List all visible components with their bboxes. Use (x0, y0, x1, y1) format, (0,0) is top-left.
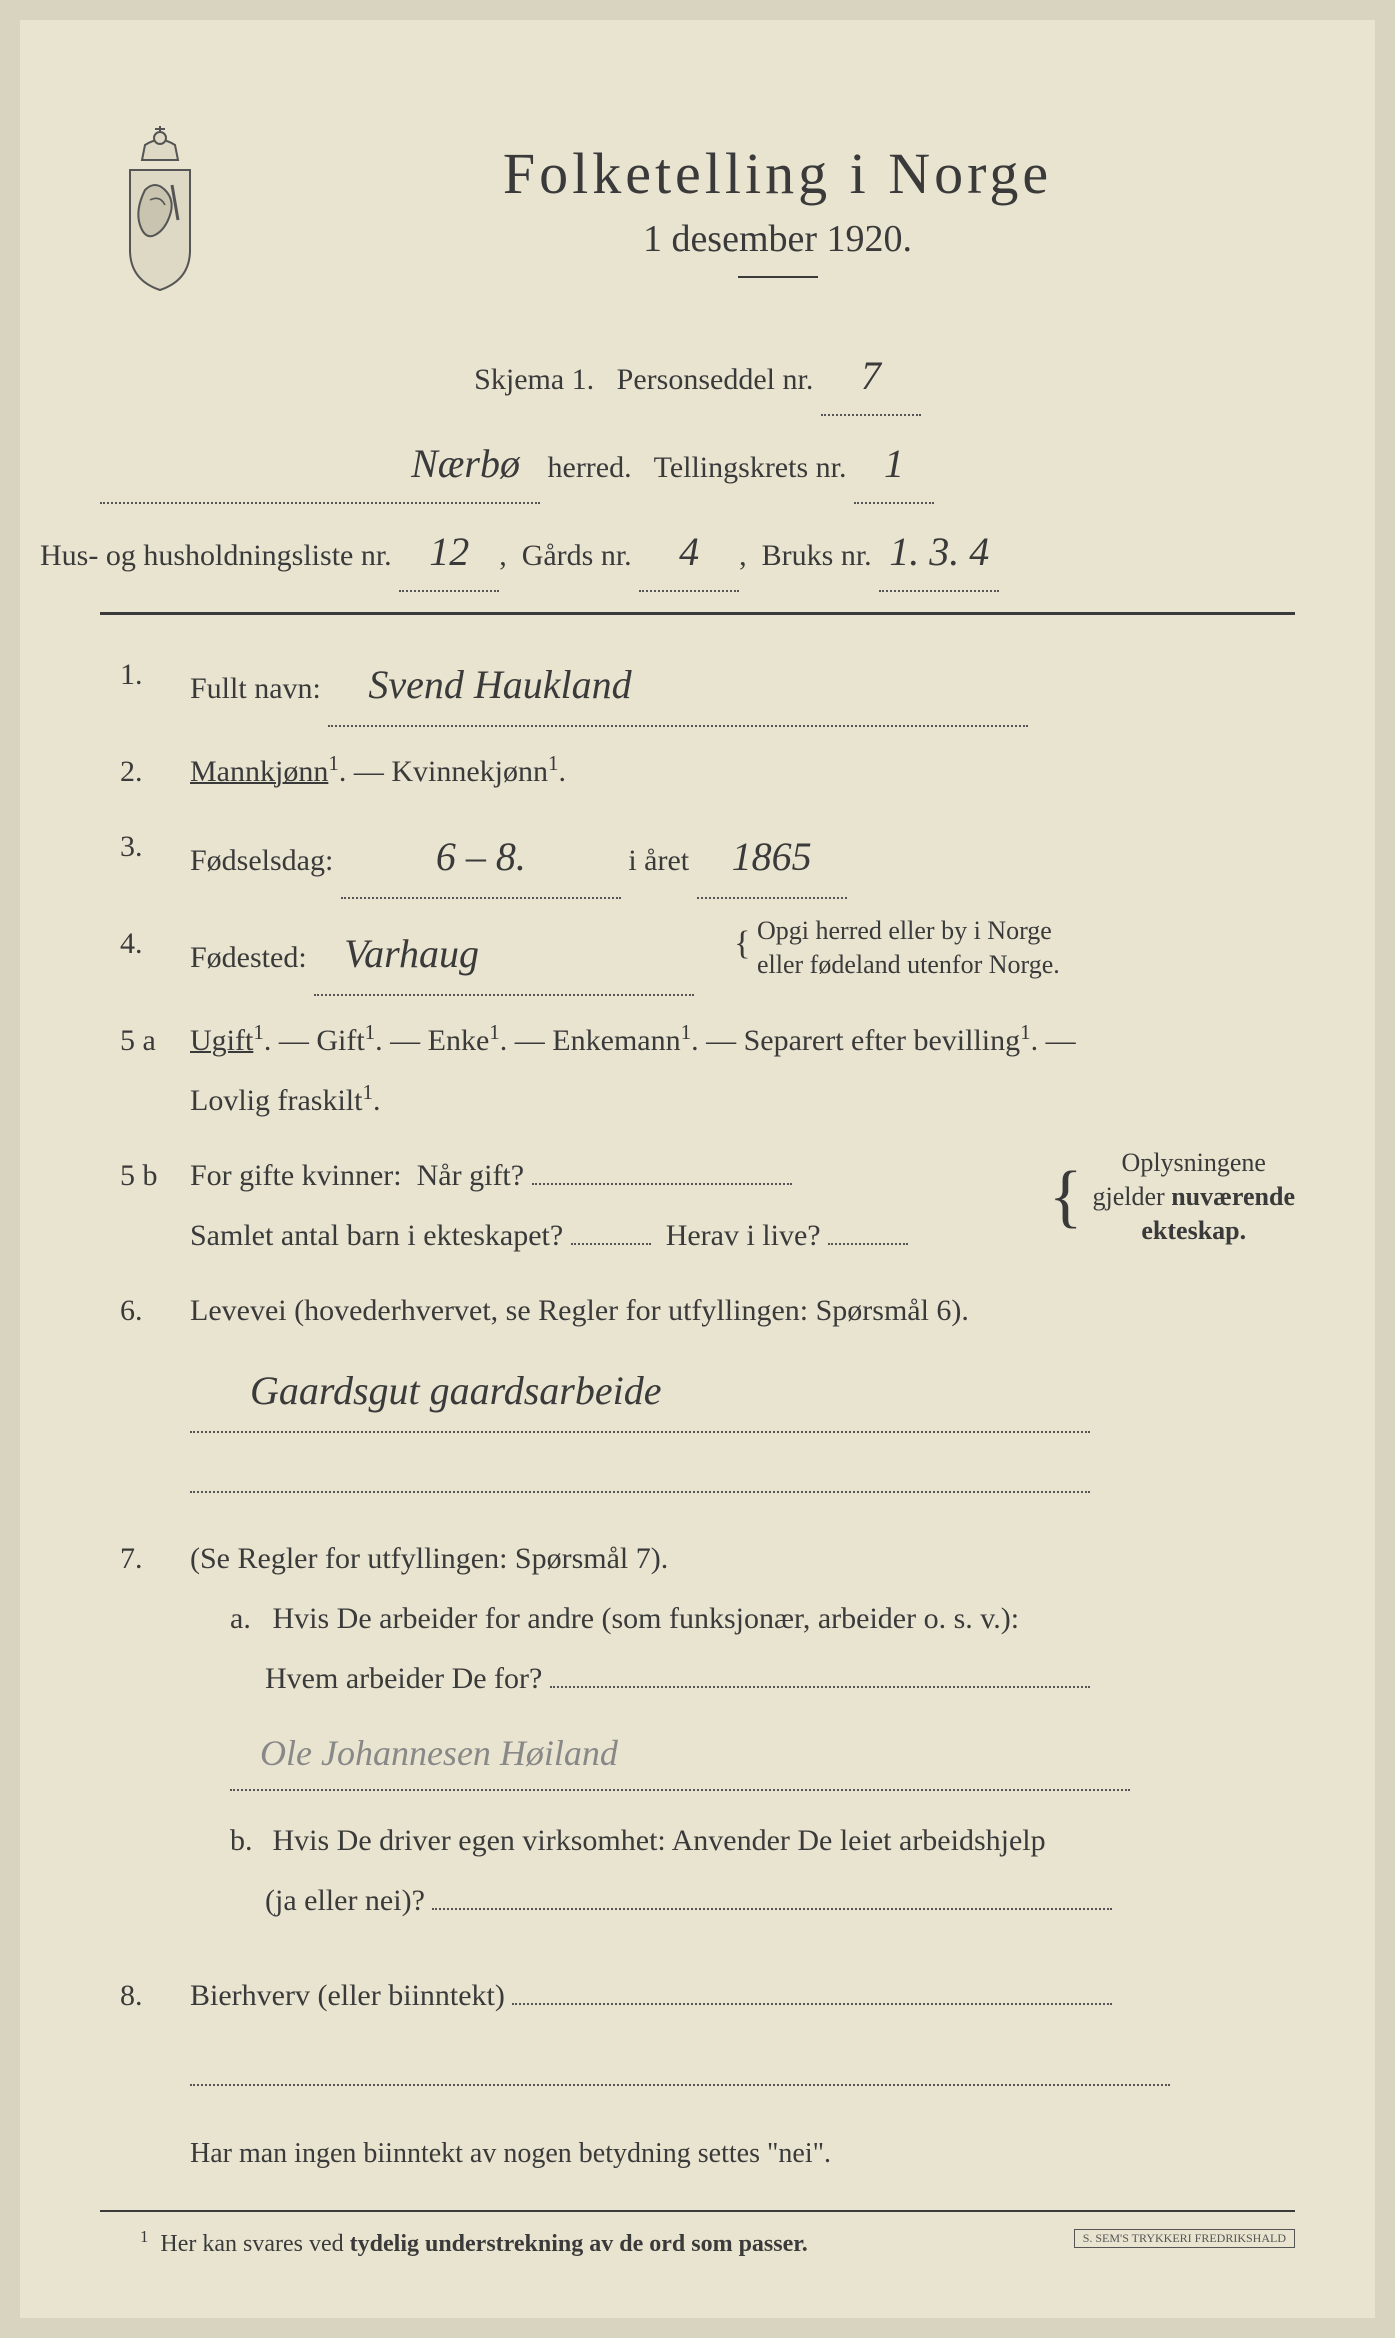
q7a-text2: Hvem arbeider De for? (265, 1662, 542, 1695)
q7-label: (Se Regler for utfyllingen: Spørsmål 7). (190, 1542, 668, 1575)
q7a-blank (550, 1686, 1090, 1688)
q5a-num: 5 a (120, 1011, 170, 1131)
question-8: 8. Bierhverv (eller biinntekt) (120, 1966, 1295, 2107)
q1-value: Svend Haukland (328, 645, 1028, 727)
herred-label: herred. (548, 451, 632, 484)
q5a-separert: Separert efter bevilling (744, 1024, 1021, 1057)
question-3: 3. Fødselsdag: 6 – 8. i året 1865 (120, 817, 1295, 899)
q8-label: Bierhverv (eller biinntekt) (190, 1979, 505, 2012)
husliste-label: Hus- og husholdningsliste nr. (40, 539, 392, 572)
q3-year-label: i året (628, 844, 689, 877)
title-block: Folketelling i Norge 1 desember 1920. (260, 120, 1295, 318)
q3-year: 1865 (697, 817, 847, 899)
q2-kvinnekjonn: Kvinnekjønn (391, 755, 548, 788)
question-1: 1. Fullt navn: Svend Haukland (120, 645, 1295, 727)
q5a-fraskilt: Lovlig fraskilt (190, 1084, 362, 1117)
bruks-value: 1. 3. 4 (879, 514, 999, 592)
personseddel-value: 7 (821, 338, 921, 416)
q4-label: Fødested: (190, 941, 307, 974)
q5b-note2: gjelder nuværende (1093, 1182, 1295, 1211)
bruks-label: Bruks nr. (762, 539, 872, 572)
header: Folketelling i Norge 1 desember 1920. (100, 120, 1295, 318)
husliste-line: Hus- og husholdningsliste nr. 12, Gårds … (40, 514, 1295, 592)
q5b-note3: ekteskap. (1141, 1216, 1246, 1245)
q5a-enke: Enke (428, 1024, 490, 1057)
census-form-page: Folketelling i Norge 1 desember 1920. Sk… (20, 20, 1375, 2318)
section-divider (100, 612, 1295, 615)
main-title: Folketelling i Norge (260, 140, 1295, 207)
q5b-herav-value (828, 1243, 908, 1245)
q5a-enkemann: Enkemann (552, 1024, 680, 1057)
q5a-ugift: Ugift (190, 1024, 253, 1057)
q6-num: 6. (120, 1281, 170, 1514)
herred-line: Nærbø herred. Tellingskrets nr. 1 (100, 426, 1295, 504)
q5b-note1: Oplysningene (1122, 1148, 1266, 1177)
question-7: 7. (Se Regler for utfyllingen: Spørsmål … (120, 1529, 1295, 1951)
q5b-nargift: Når gift? (417, 1159, 524, 1192)
gards-label: Gårds nr. (522, 539, 632, 572)
q7a: a. Hvis De arbeider for andre (som funks… (230, 1589, 1295, 1791)
q4-note-line2: eller fødeland utenfor Norge. (757, 950, 1060, 979)
q5b-label: For gifte kvinner: (190, 1159, 402, 1192)
skjema-label: Skjema 1. (474, 363, 594, 396)
q1-label: Fullt navn: (190, 672, 321, 705)
tellingskrets-label: Tellingskrets nr. (654, 451, 847, 484)
title-divider (738, 276, 818, 278)
q5b-barn-value (571, 1243, 651, 1245)
coat-of-arms-icon (100, 120, 220, 300)
q7b-text2: (ja eller nei)? (265, 1884, 425, 1917)
footnote-num: 1 (140, 2227, 148, 2246)
q7b: b. Hvis De driver egen virksomhet: Anven… (230, 1811, 1295, 1931)
q5b-side-note: { Oplysningene gjelder nuværende ekteska… (1049, 1146, 1295, 1247)
q5b-num: 5 b (120, 1146, 170, 1266)
q5b-nargift-value (532, 1183, 792, 1185)
q6-blank-line (190, 1453, 1090, 1493)
q1-num: 1. (120, 645, 170, 727)
printer-mark: S. SEM'S TRYKKERI FREDRIKSHALD (1074, 2229, 1295, 2248)
q8-blank2 (190, 2046, 1170, 2086)
husliste-value: 12 (399, 514, 499, 592)
q7a-value: Ole Johannesen Høiland (230, 1717, 1130, 1791)
tellingskrets-value: 1 (854, 426, 934, 504)
q7b-text1: Hvis De driver egen virksomhet: Anvender… (273, 1824, 1046, 1857)
q5a-gift: Gift (316, 1024, 364, 1057)
q4-note: { Opgi herred eller by i Norge eller fød… (734, 914, 1060, 982)
q7a-text1: Hvis De arbeider for andre (som funksjon… (273, 1602, 1020, 1635)
q6-value: Gaardsgut gaardsarbeide (190, 1351, 1090, 1433)
q2-mannkjonn: Mannkjønn (190, 755, 328, 788)
q8-num: 8. (120, 1966, 170, 2107)
q8-blank (512, 2003, 1112, 2005)
q7a-label: a. (230, 1589, 265, 1649)
question-2: 2. Mannkjønn1. — Kvinnekjønn1. (120, 742, 1295, 802)
subtitle: 1 desember 1920. (260, 217, 1295, 261)
q4-value: Varhaug (314, 914, 694, 996)
question-list: 1. Fullt navn: Svend Haukland 2. Mannkjø… (100, 645, 1295, 2180)
q7b-label: b. (230, 1811, 265, 1871)
q4-note-line1: Opgi herred eller by i Norge (757, 916, 1052, 945)
question-5a: 5 a Ugift1. — Gift1. — Enke1. — Enkemann… (120, 1011, 1295, 1131)
footnote-text: Her kan svares ved tydelig understreknin… (160, 2231, 807, 2257)
gards-value: 4 (639, 514, 739, 592)
q2-num: 2. (120, 742, 170, 802)
question-4: 4. Fødested: Varhaug { Opgi herred eller… (120, 914, 1295, 996)
q7b-blank (432, 1908, 1112, 1910)
q3-label: Fødselsdag: (190, 844, 333, 877)
personseddel-label: Personseddel nr. (617, 363, 814, 396)
footer-divider (100, 2210, 1295, 2212)
closing-note: Har man ingen biinntekt av nogen betydni… (190, 2127, 1295, 2180)
q3-day: 6 – 8. (341, 817, 621, 899)
q5b-herav-label: Herav i live? (666, 1219, 821, 1252)
q6-label: Levevei (hovederhvervet, se Regler for u… (190, 1294, 969, 1327)
question-5b: 5 b For gifte kvinner: Når gift? Samlet … (120, 1146, 1295, 1266)
skjema-line: Skjema 1. Personseddel nr. 7 (100, 338, 1295, 416)
q5b-barn-label: Samlet antal barn i ekteskapet? (190, 1219, 563, 1252)
herred-value: Nærbø (100, 426, 540, 504)
q4-num: 4. (120, 914, 170, 996)
q7-num: 7. (120, 1529, 170, 1951)
q3-num: 3. (120, 817, 170, 899)
question-6: 6. Levevei (hovederhvervet, se Regler fo… (120, 1281, 1295, 1514)
